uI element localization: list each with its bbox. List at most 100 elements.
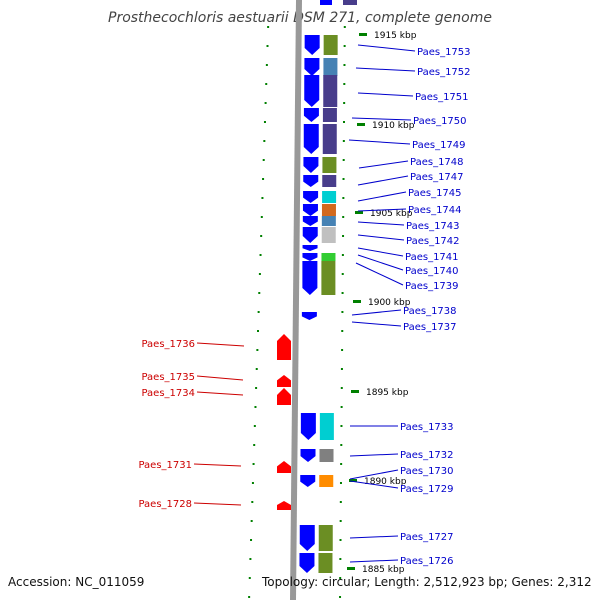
tick-mark [258,273,261,275]
tick-mark [339,539,342,541]
tick-mark [342,235,345,237]
tick-mark [340,368,343,370]
reverse-gene-label: Paes_1731 [138,460,192,471]
tick-mark [253,425,256,427]
tick-mark [343,64,346,66]
tick-mark [258,292,261,294]
gene-annotation-block [323,75,338,107]
forward-gene-label: Paes_1748 [410,157,464,168]
gene-annotation-block [343,0,357,5]
tick-mark [342,216,345,218]
reverse-gene-arrow [277,388,291,405]
gene-annotation-block [318,553,333,573]
reverse-gene-label: Paes_1736 [141,339,195,350]
forward-gene-arrow [304,75,320,107]
tick-mark [342,197,345,199]
forward-gene-label: Paes_1749 [412,140,466,151]
gene-annotation-block [323,58,338,76]
forward-gene-label: Paes_1739 [405,281,459,292]
forward-gene-arrow [299,553,315,573]
tick-mark [265,64,268,66]
reverse-gene-arrow [277,461,291,473]
tick-mark [341,273,344,275]
forward-gene-label: Paes_1741 [405,252,459,263]
kbp-markers: 1915 kbp 1910 kbp 1905 kbp 1900 kbp 1895 kbp… [347,31,417,575]
forward-gene-leader-line [357,234,405,241]
tick-mark [254,406,257,408]
tick-mark [259,254,262,256]
forward-gene-leader-line [355,262,404,286]
gene-annotation-block [318,525,333,551]
gene-annotation-block [322,108,337,122]
tick-mark [342,178,345,180]
gene-annotation-block [319,413,334,440]
forward-gene-arrow [303,157,319,173]
tick-mark [341,349,344,351]
tick-mark [339,577,342,579]
forward-gene-leader-line [351,321,402,327]
forward-gene-leader-line [349,469,399,480]
forward-gene-leader-line [358,160,409,169]
forward-gene-leader-line [357,208,407,212]
forward-gene-leader-line [348,139,411,145]
forward-gene-label: Paes_1753 [417,47,471,58]
tick-mark [263,121,266,123]
forward-gene-arrow [302,216,318,226]
tick-mark [255,387,258,389]
kbp-marker-label: 1885 kbp [362,565,405,575]
forward-gene-label: Paes_1737 [403,322,457,333]
kbp-marker-label: 1895 kbp [366,388,409,398]
forward-gene-leader-line [357,92,414,97]
gene-annotation-block [319,475,334,487]
forward-gene-label: Paes_1744 [408,205,462,216]
tick-mark [343,102,346,104]
forward-gene-leader-line [351,309,402,316]
forward-gene-arrow [299,525,315,551]
tick-mark [267,26,270,28]
forward-gene-labels: Paes_1753 Paes_1752 Paes_1751 Paes_1750 Paes… [348,44,471,567]
tick-mark [261,197,264,199]
forward-gene-label: Paes_1751 [415,92,469,103]
reverse-gene-arrow [277,501,291,510]
gene-annotation-block [322,157,337,173]
tick-mark [252,463,255,465]
tick-mark [339,501,342,503]
forward-gene-leader-line [349,559,399,563]
forward-gene-arrow [301,312,317,320]
forward-gene-arrow [304,58,320,76]
reverse-gene-arrow [277,375,291,387]
reverse-gene-labels: Paes_1736 Paes_1735 Paes_1734 Paes_1731 Paes… [138,339,245,510]
forward-gene-leader-line [357,191,407,202]
tick-mark [248,577,251,579]
backbone-line [290,0,302,600]
tick-mark [341,311,344,313]
tick-mark [251,501,254,503]
kbp-tick [349,479,357,482]
forward-gene-label: Paes_1729 [400,484,454,495]
forward-gene-leader-line [357,221,405,226]
gene-annotation-block [321,227,336,243]
tick-mark [340,444,343,446]
tick-mark [260,235,263,237]
gene-annotation-block [319,449,334,462]
forward-gene-label: Paes_1738 [403,306,457,317]
reverse-gene-label: Paes_1728 [138,499,192,510]
reverse-gene-label: Paes_1735 [141,372,195,383]
tick-mark [253,444,256,446]
tick-mark [339,482,342,484]
kbp-marker-label: 1890 kbp [364,477,407,487]
tick-mark [342,159,345,161]
tick-mark [341,292,344,294]
tick-mark [340,406,343,408]
tick-mark [340,387,343,389]
forward-gene-arrow [320,0,332,5]
kbp-tick [355,211,363,214]
reverse-gene-leader-line [196,391,244,396]
forward-gene-leader-line [357,44,416,52]
reverse-gene-leader-line [193,463,242,467]
forward-gene-label: Paes_1752 [417,67,471,78]
tick-mark [256,349,259,351]
forward-gene-label: Paes_1747 [410,172,464,183]
forward-gene-leader-line [349,535,399,539]
